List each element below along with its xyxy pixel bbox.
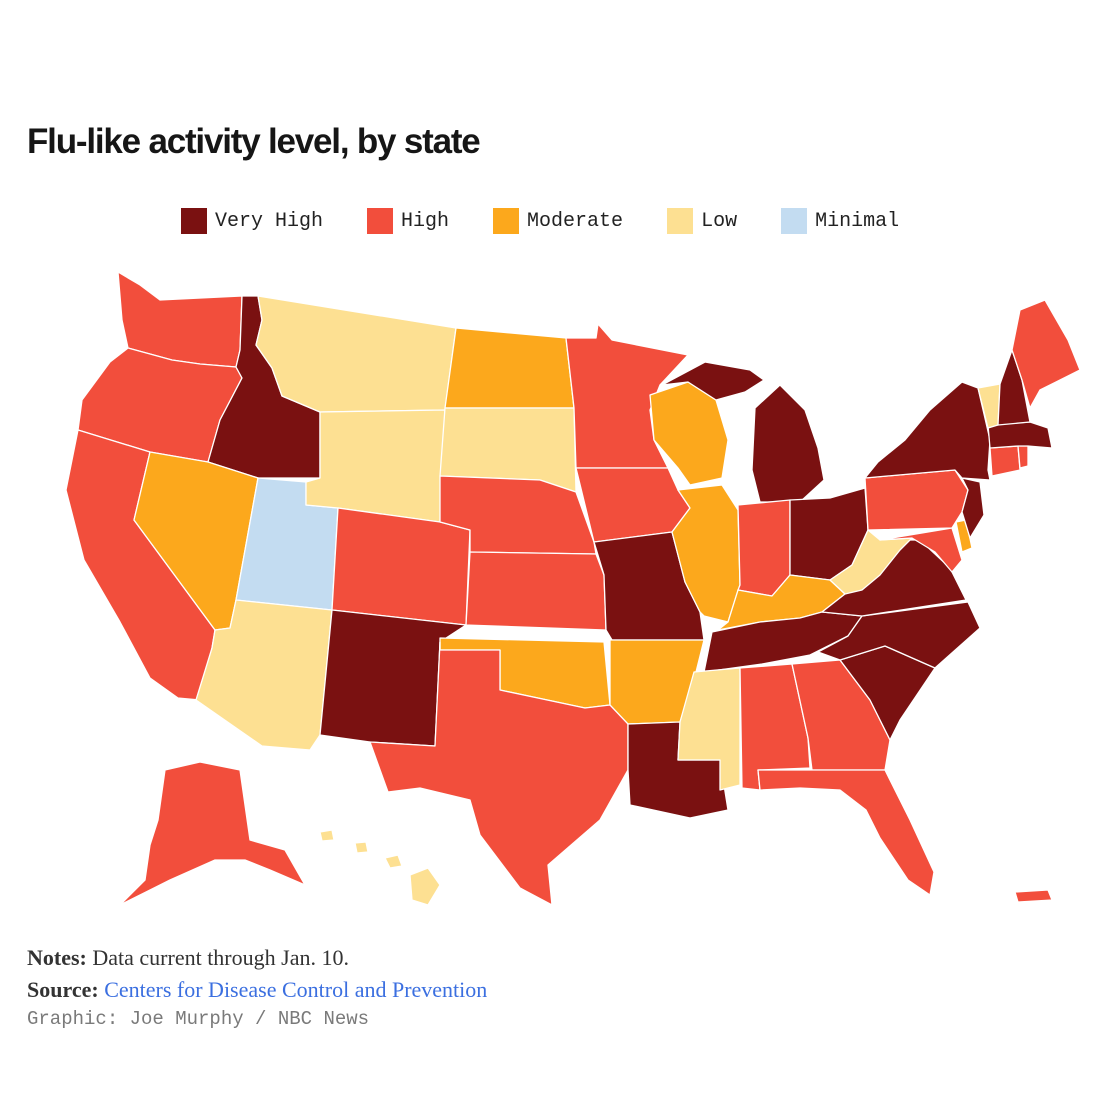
source-line: Source: Centers for Disease Control and …: [27, 974, 487, 1006]
legend-swatch-minimal: [781, 208, 808, 234]
state-nj: [961, 477, 985, 539]
legend-item-moderate: Moderate: [493, 208, 623, 234]
state-ak: [119, 761, 306, 906]
legend-swatch-very-high: [181, 208, 207, 234]
state-wv: [829, 529, 913, 595]
state-ri: [1017, 445, 1029, 469]
source-label: Source:: [27, 977, 99, 1002]
legend: Very High High Moderate Low Minimal: [181, 208, 943, 234]
state-ks: [465, 551, 607, 631]
legend-item-high: High: [367, 208, 449, 234]
state-ct: [989, 445, 1021, 477]
state-fl: [757, 769, 935, 896]
state-tx: [369, 641, 629, 906]
state-me: [1011, 299, 1081, 409]
legend-swatch-low: [667, 208, 694, 234]
state-de: [955, 519, 973, 553]
state-hi-maui: [384, 854, 403, 869]
state-ma: [987, 421, 1053, 449]
notes-line: Notes: Data current through Jan. 10.: [27, 942, 487, 974]
state-hi-kauai: [319, 829, 335, 842]
graphic-credit: Graphic: Joe Murphy / NBC News: [27, 1008, 370, 1030]
source-link[interactable]: Centers for Disease Control and Preventi…: [104, 977, 488, 1002]
state-wy: [305, 409, 446, 523]
state-in: [737, 499, 791, 597]
notes-label: Notes:: [27, 945, 87, 970]
state-il: [671, 484, 741, 623]
state-hi: [409, 867, 441, 906]
legend-item-very-high: Very High: [181, 208, 323, 234]
state-mi-up: [661, 361, 765, 401]
map-title: Flu-like activity level, by state: [27, 122, 481, 161]
legend-swatch-moderate: [493, 208, 520, 234]
legend-item-low: Low: [667, 208, 737, 234]
legend-label-minimal: Minimal: [815, 209, 900, 233]
notes-text: Data current through Jan. 10.: [92, 945, 349, 970]
state-mt: [255, 295, 457, 413]
notes-block: Notes: Data current through Jan. 10. Sou…: [27, 942, 487, 1006]
state-co: [331, 507, 471, 626]
legend-label-low: Low: [701, 209, 738, 233]
legend-swatch-high: [367, 208, 394, 234]
state-ny: [864, 381, 991, 481]
legend-item-minimal: Minimal: [781, 208, 899, 234]
state-nh: [997, 349, 1031, 426]
state-nc: [817, 601, 981, 669]
legend-label-moderate: Moderate: [527, 209, 624, 233]
state-pr: [1014, 889, 1053, 903]
legend-label-high: High: [401, 209, 450, 233]
state-nd: [444, 327, 575, 409]
state-mi: [751, 384, 825, 503]
state-md: [879, 527, 963, 573]
state-pa: [864, 469, 969, 531]
state-hi-oahu: [354, 841, 369, 854]
legend-label-very-high: Very High: [215, 209, 324, 233]
